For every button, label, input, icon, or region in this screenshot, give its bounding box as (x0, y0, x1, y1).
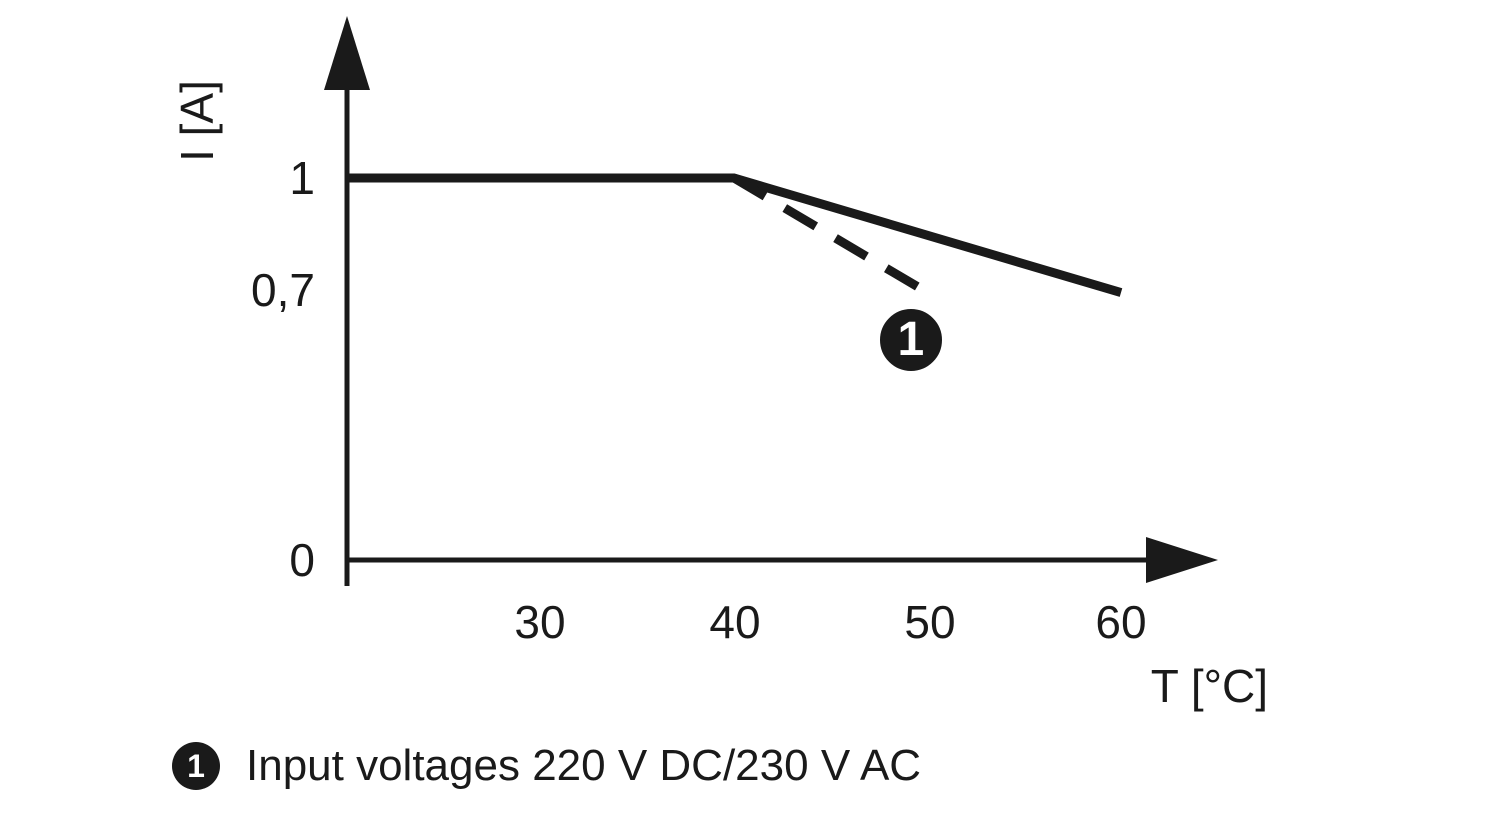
y-tick-0: 0 (289, 534, 315, 586)
curve-annotation-number: 1 (897, 313, 925, 367)
legend-number-icon: 1 (172, 742, 220, 790)
y-axis-arrow-icon (324, 16, 370, 90)
legend-text: Input voltages 220 V DC/230 V AC (246, 741, 922, 790)
legend-number: 1 (187, 747, 205, 784)
y-tick-1: 1 (289, 152, 315, 204)
x-tick-50: 50 (904, 596, 956, 648)
standard-derating-curve (347, 173, 1123, 297)
x-tick-30: 30 (514, 596, 566, 648)
legend: 1 Input voltages 220 V DC/230 V AC (172, 740, 921, 792)
x-axis-arrow-icon (1146, 537, 1218, 583)
y-tick-0-7: 0,7 (251, 264, 315, 316)
x-tick-40: 40 (709, 596, 761, 648)
x-tick-60: 60 (1095, 596, 1147, 648)
input-voltages-220vdc-230vac-curve (731, 174, 930, 297)
x-axis-label: T [°C] (1150, 660, 1268, 712)
curve-annotation-marker: 1 (874, 303, 947, 376)
